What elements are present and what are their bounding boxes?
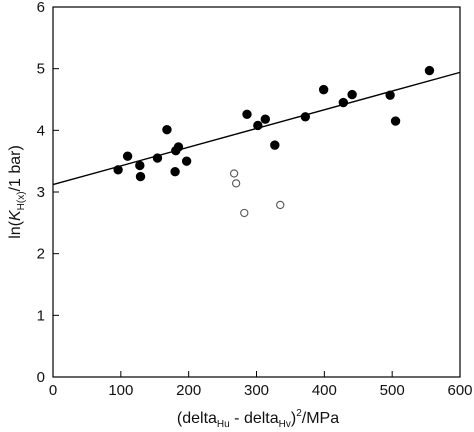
y-tick-label: 0 bbox=[37, 369, 45, 386]
y-tick-label: 5 bbox=[37, 61, 45, 78]
data-point-filled bbox=[242, 109, 252, 120]
data-point-filled bbox=[390, 116, 401, 126]
data-point-filled bbox=[260, 114, 271, 124]
y-tick-label: 4 bbox=[37, 122, 45, 139]
y-tick-label: 6 bbox=[37, 0, 45, 16]
plot-frame bbox=[52, 6, 461, 378]
x-axis-title: (deltaHu - deltaHv)2/MPa bbox=[177, 408, 339, 430]
x-tick-label: 400 bbox=[312, 382, 337, 399]
x-tick-label: 0 bbox=[49, 382, 57, 399]
data-point-filled bbox=[152, 153, 163, 163]
data-point-filled bbox=[270, 140, 280, 150]
data-point-open bbox=[229, 169, 239, 178]
data-point-filled bbox=[173, 142, 184, 152]
data-point-filled bbox=[162, 125, 172, 135]
data-point-filled bbox=[385, 90, 395, 100]
data-point-filled bbox=[347, 89, 357, 100]
data-point-open bbox=[231, 179, 241, 188]
data-point-filled bbox=[122, 151, 133, 161]
axis-ticks: 0 100 200 300 400 500 600 0 1 2 3 4 5 6 bbox=[37, 0, 473, 399]
data-point-filled bbox=[135, 160, 145, 171]
x-tick-label: 300 bbox=[244, 382, 269, 399]
data-point-filled bbox=[181, 156, 192, 166]
y-tick-label: 3 bbox=[37, 184, 45, 201]
data-point-filled bbox=[170, 166, 180, 177]
data-point-filled bbox=[338, 97, 349, 108]
data-point-filled bbox=[113, 165, 123, 175]
y-axis-title: ln(KH(x)/1 bar) bbox=[7, 145, 27, 239]
y-tick-label: 2 bbox=[37, 246, 45, 263]
data-point-open bbox=[240, 208, 249, 218]
data-point-open bbox=[276, 200, 285, 210]
x-tick-label: 100 bbox=[108, 382, 133, 399]
data-points bbox=[113, 65, 435, 218]
x-tick-label: 600 bbox=[447, 382, 472, 399]
data-point-filled bbox=[424, 65, 435, 76]
data-point-filled bbox=[300, 112, 311, 122]
x-tick-label: 200 bbox=[176, 382, 201, 399]
data-point-filled bbox=[253, 120, 263, 131]
data-point-filled bbox=[135, 171, 146, 182]
data-point-filled bbox=[318, 84, 329, 95]
y-tick-label: 1 bbox=[37, 307, 45, 324]
x-tick-label: 500 bbox=[380, 382, 405, 399]
